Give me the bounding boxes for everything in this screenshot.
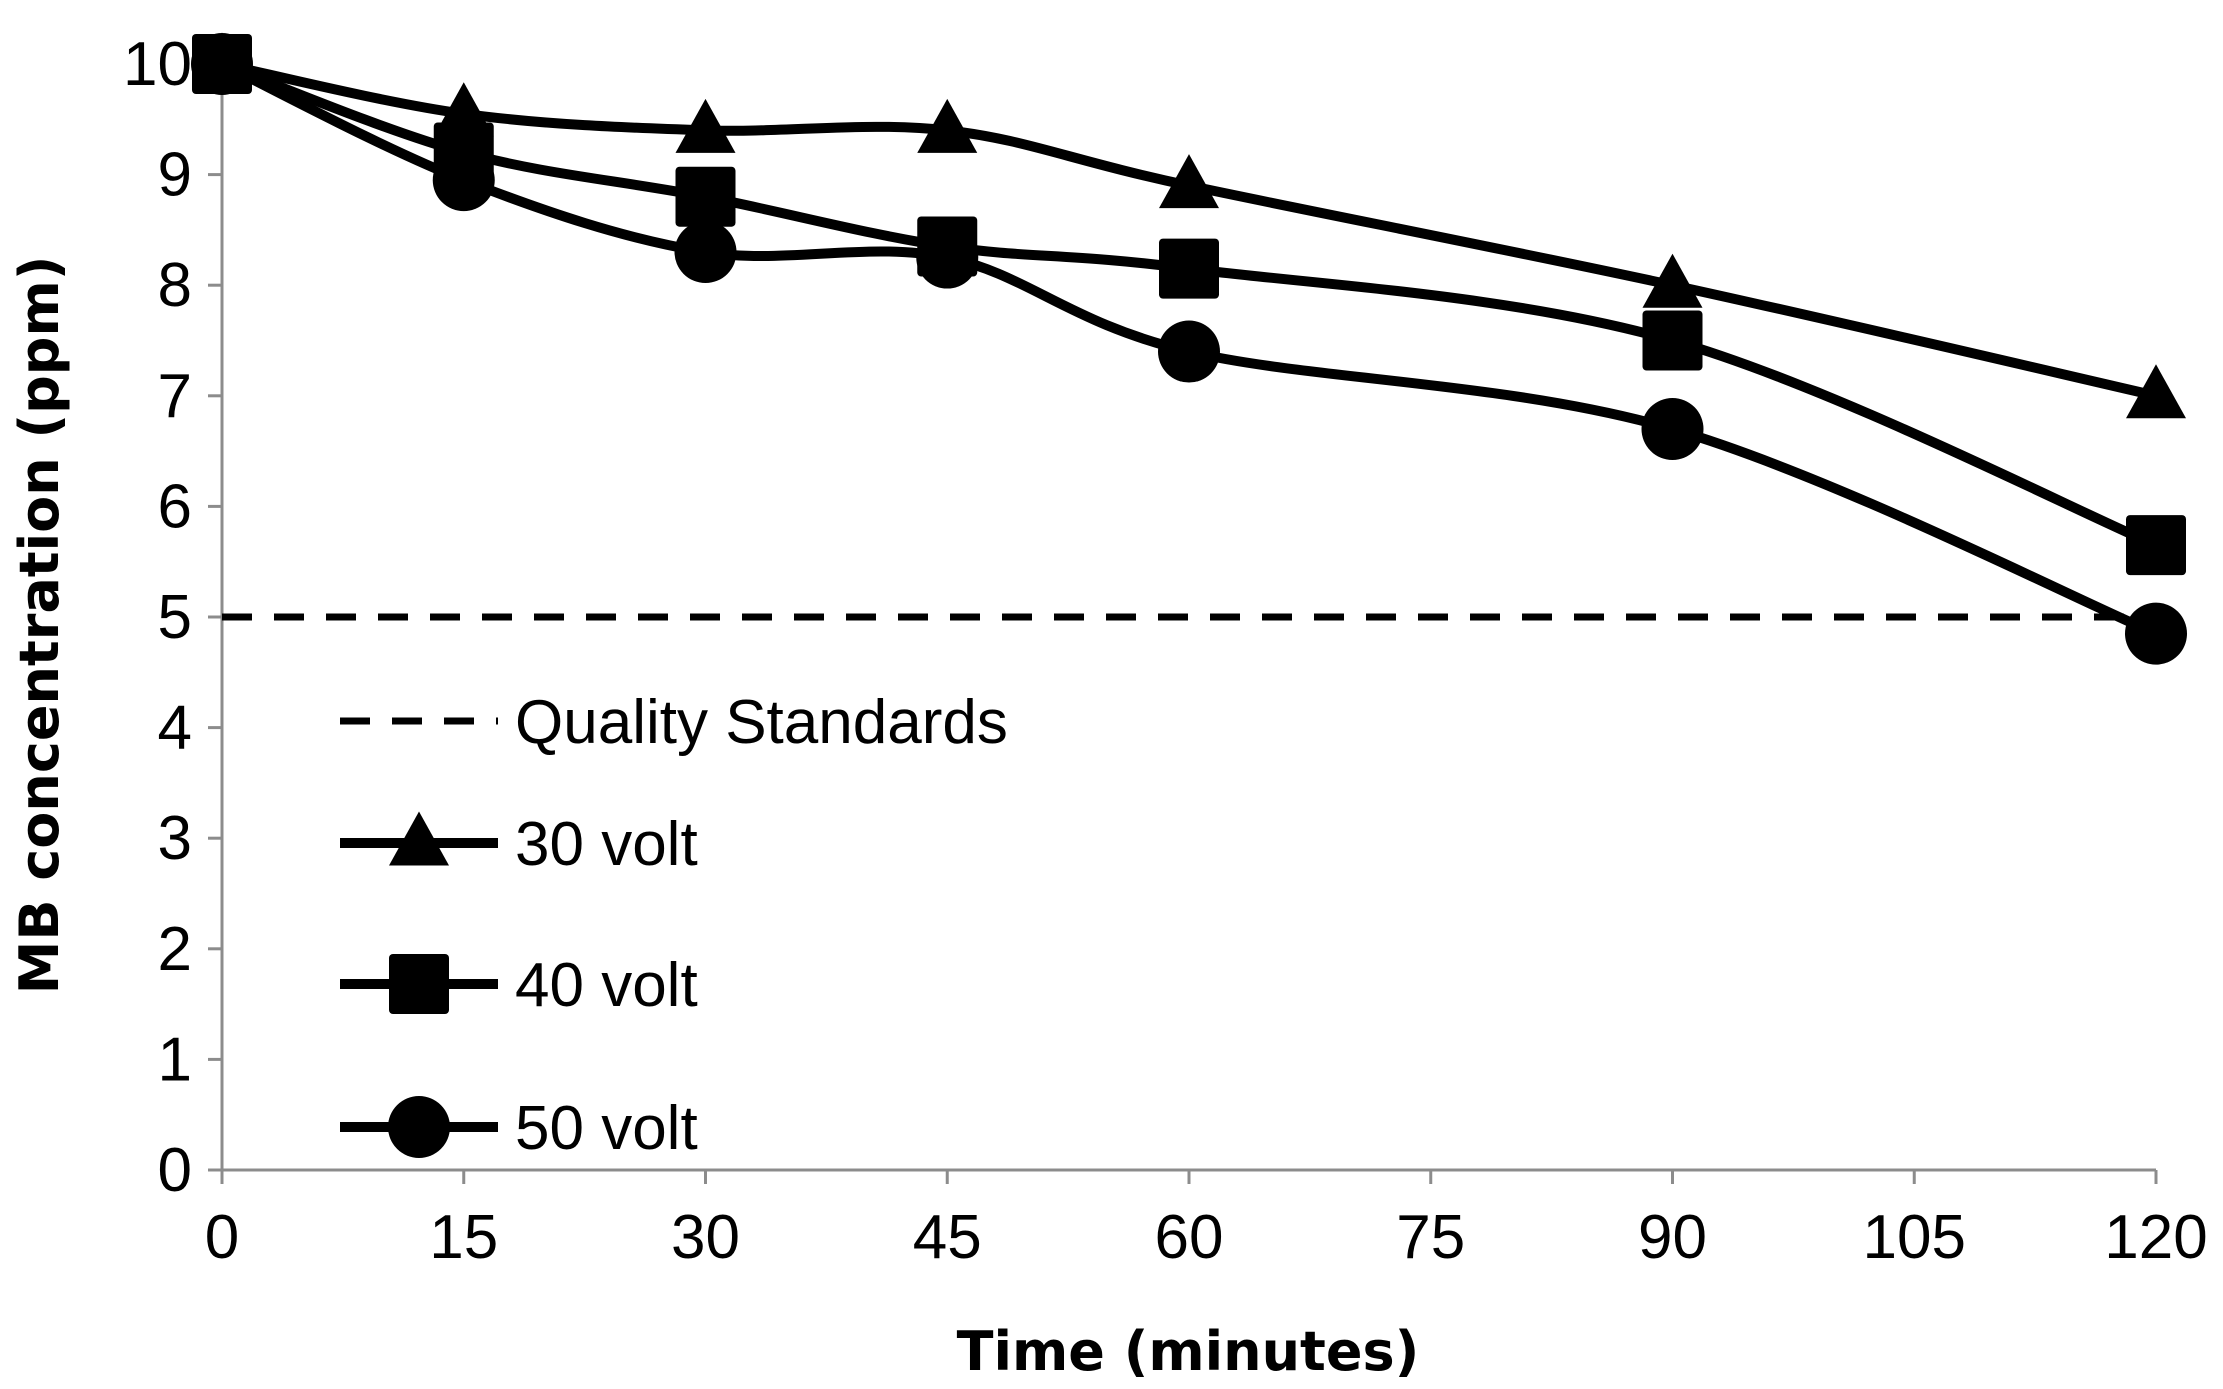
- legend: Quality Standards 30 volt 40 volt 50 volt: [340, 688, 1008, 1163]
- data-point-50-volt: [1641, 397, 1704, 460]
- y-axis-title: MB concentration (ppm): [8, 256, 71, 995]
- series-line-40-volt: [220, 59, 2158, 550]
- data-point-50-volt: [2125, 602, 2187, 665]
- series-layer: [191, 32, 2187, 665]
- y-tick-label: 3: [158, 804, 192, 873]
- legend-marker-30-volt: [389, 811, 449, 866]
- data-point-50-volt: [432, 149, 495, 212]
- y-tick-label: 7: [158, 362, 192, 431]
- legend-label-40-volt: 40 volt: [515, 951, 698, 1020]
- y-tick-label: 10: [123, 30, 192, 99]
- series-line-30-volt: [220, 59, 2158, 401]
- data-point-40-volt: [1642, 310, 1703, 371]
- data-point-30-volt: [675, 98, 736, 153]
- data-point-30-volt: [2126, 364, 2186, 419]
- legend-marker-50-volt: [388, 1096, 450, 1158]
- y-tick-label: 5: [158, 583, 192, 652]
- y-tick-label: 1: [158, 1025, 192, 1094]
- data-point-50-volt: [1158, 320, 1220, 383]
- y-tick-label: 9: [158, 141, 192, 210]
- data-point-40-volt: [2126, 515, 2186, 576]
- x-tick-label: 75: [1396, 1203, 1465, 1272]
- legend-label-quality-standards: Quality Standards: [515, 688, 1008, 757]
- x-tick-label: 30: [671, 1203, 740, 1272]
- y-tick-label: 4: [158, 694, 192, 763]
- x-tick-label: 90: [1638, 1203, 1707, 1272]
- data-point-50-volt: [191, 33, 253, 95]
- x-tick-label: 105: [1863, 1203, 1966, 1272]
- legend-marker-40-volt: [389, 954, 449, 1014]
- x-tick-label: 60: [1155, 1203, 1224, 1272]
- x-axis-title: Time (minutes): [957, 1320, 1420, 1383]
- data-point-40-volt: [675, 166, 736, 227]
- y-tick-label: 2: [158, 915, 192, 984]
- legend-label-50-volt: 50 volt: [515, 1094, 698, 1163]
- data-point-30-volt: [917, 98, 978, 153]
- data-point-50-volt: [674, 221, 737, 284]
- data-point-40-volt: [1159, 238, 1219, 299]
- data-point-30-volt: [1159, 154, 1219, 209]
- y-tick-label: 6: [158, 472, 192, 541]
- data-point-50-volt: [916, 226, 979, 289]
- x-tick-label: 120: [2104, 1203, 2207, 1272]
- data-point-30-volt: [1642, 253, 1703, 308]
- x-tick-label: 0: [205, 1203, 239, 1272]
- x-tick-label: 15: [429, 1203, 498, 1272]
- y-tick-label: 0: [158, 1136, 192, 1205]
- legend-label-30-volt: 30 volt: [515, 810, 698, 879]
- y-tick-label: 8: [158, 251, 192, 320]
- x-tick-label: 45: [913, 1203, 982, 1272]
